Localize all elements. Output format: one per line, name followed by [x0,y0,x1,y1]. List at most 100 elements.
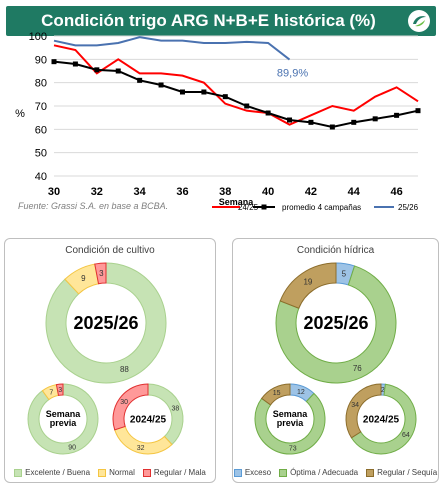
data-point [115,68,121,74]
donut-slice [27,383,99,455]
donut-value-label: 32 [137,445,145,452]
crop-condition-title: Condición de cultivo [65,245,155,256]
donut-value-label: 7 [49,389,53,396]
donut-slice [345,383,382,439]
donut-value-label: 15 [273,390,281,397]
x-tick-label: 44 [348,186,361,198]
data-point [158,82,164,88]
donut-value-label: 30 [120,399,128,406]
legend-label: Normal [109,468,135,477]
legend-item: Regular / Mala [142,468,206,477]
y-tick-label: 50 [35,148,47,160]
donut-slice [279,262,337,309]
donut-slice [260,383,291,406]
legend-label: Regular / Sequía [377,468,438,477]
donut-value-label: 9 [81,274,86,283]
donut-value-label: 34 [351,402,359,409]
water-condition-panel: Condición hídrica 5 76 19 2025/26 12 73 15 Sema… [232,238,439,483]
donut-value-label: 90 [68,444,76,451]
x-axis-label: Semana [219,197,255,207]
y-tick-label: 90 [35,54,47,66]
x-tick-label: 32 [91,186,103,198]
y-tick-label: 70 [35,101,47,113]
legend-label: Regular / Mala [153,468,206,477]
x-tick-label: 38 [219,186,231,198]
legend-item: Normal [98,468,135,477]
donut-value-label: 76 [353,364,362,373]
data-point [244,103,250,109]
legend-item: Óptima / Adecuada [279,468,358,477]
donut-center-label: 2024/25 [130,414,167,425]
source-note: Fuente: Grassi S.A. en base a BCBA. [18,201,169,211]
y-tick-label: 60 [35,124,47,136]
legend-item: Regular / Sequía [366,468,437,477]
x-tick-label: 40 [262,186,274,198]
condition-line-chart: 40 50 60 70 80 90 100 30 32 34 36 38 40 42 44 46% Semana… [15,31,421,212]
y-axis-label: % [15,108,25,120]
donut-center-label: previa [50,418,78,428]
donut-slice [112,383,149,431]
x-tick-label: 46 [390,186,402,198]
data-point [265,110,271,116]
crop-condition-panel: Condición de cultivo 88 9 3 2025/26 90 7 3 Sema… [4,238,216,483]
series-line-promedio-4-campa-as [53,60,419,129]
donut-slice [275,265,397,384]
data-point [415,108,421,114]
legend-swatch [98,468,107,477]
legend-label: 25/26 [398,203,419,212]
x-tick-label: 34 [134,186,147,198]
donut-value-label: 73 [289,446,297,453]
donut-center-label: 2024/25 [363,414,400,425]
water-condition-title: Condición hídrica [296,245,375,256]
annotation-label: 89,9% [277,68,308,80]
data-point [308,119,314,125]
donut-value-label: 88 [120,365,129,374]
data-point [94,67,100,73]
crop-condition-legend: Excelente / Buena Normal Regular / Mala [5,468,215,477]
legend-label: promedio 4 campañas [282,203,361,212]
donut-slice [350,383,417,455]
water-condition-legend: Exceso Óptima / Adecuada Regular / Sequía [233,468,438,477]
data-point [137,77,143,83]
donut-value-label: 5 [342,269,347,278]
y-tick-label: 80 [35,78,47,90]
data-point [222,94,228,100]
donut-center-label: 2025/26 [73,313,138,333]
y-tick-label: 40 [35,171,47,183]
data-point [72,61,78,67]
data-point [372,116,378,122]
donut-value-label: 3 [99,269,104,278]
donut-value-label: 12 [297,389,305,396]
legend-swatch [233,468,242,477]
donut-value-label: 64 [402,432,410,439]
donut-slice [45,262,167,384]
data-point [179,89,185,95]
chart-title-bar: Condición trigo ARG N+B+E histórica (%) [6,6,436,36]
data-point [329,124,335,130]
donut-center-label: previa [277,418,305,428]
legend-label: Exceso [244,468,272,477]
data-point [287,117,293,123]
legend-item: Excelente / Buena [14,468,90,477]
x-tick-label: 36 [176,186,188,198]
data-point [394,112,400,118]
donut-value-label: 38 [172,405,180,412]
series-line-25-26 [53,36,291,61]
legend-label: 24/25 [238,203,259,212]
donut-slice [55,383,64,397]
data-point [51,59,57,65]
legend-label: Óptima / Adecuada [290,468,359,477]
x-tick-label: 42 [305,186,317,198]
donut-center-label: Semana [273,409,309,419]
legend-label: Excelente / Buena [25,468,91,477]
data-point [351,119,357,125]
x-tick-label: 30 [48,186,60,198]
donut-value-label: 3 [58,387,62,394]
series-line-24-25 [53,44,419,126]
legend-marker [261,204,267,210]
legend-swatch [14,468,23,477]
data-point [201,89,207,95]
chart-title: Condición trigo ARG N+B+E histórica (%) [41,11,376,30]
